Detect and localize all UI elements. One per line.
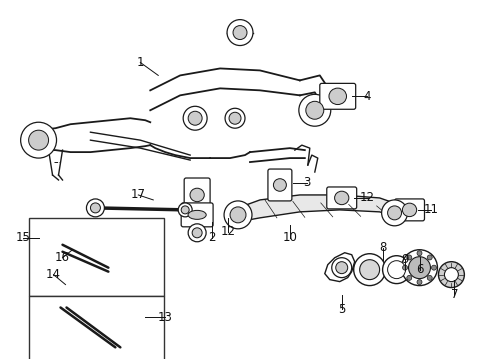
FancyBboxPatch shape — [184, 178, 210, 212]
Ellipse shape — [53, 302, 64, 313]
FancyBboxPatch shape — [47, 298, 71, 316]
Circle shape — [439, 262, 465, 288]
Circle shape — [91, 203, 100, 213]
Circle shape — [382, 200, 408, 226]
Circle shape — [181, 206, 189, 214]
Circle shape — [21, 122, 56, 158]
FancyBboxPatch shape — [181, 203, 213, 227]
Text: 8: 8 — [379, 241, 386, 254]
Text: 10: 10 — [282, 231, 297, 244]
Text: 17: 17 — [131, 188, 146, 202]
FancyBboxPatch shape — [268, 169, 292, 201]
Circle shape — [188, 224, 206, 242]
Circle shape — [432, 265, 437, 270]
Circle shape — [383, 256, 411, 284]
Circle shape — [183, 106, 207, 130]
Ellipse shape — [47, 234, 58, 245]
FancyBboxPatch shape — [320, 84, 356, 109]
Ellipse shape — [190, 188, 204, 202]
Circle shape — [427, 275, 432, 280]
Circle shape — [53, 302, 64, 312]
Circle shape — [299, 94, 331, 126]
Text: 1: 1 — [137, 56, 144, 69]
Text: 6: 6 — [416, 263, 423, 276]
Circle shape — [102, 264, 114, 276]
Text: 13: 13 — [158, 311, 172, 324]
Text: 9: 9 — [401, 253, 408, 266]
Text: 5: 5 — [338, 303, 345, 316]
Circle shape — [86, 199, 104, 217]
Circle shape — [98, 260, 119, 280]
Circle shape — [188, 111, 202, 125]
Circle shape — [417, 251, 422, 256]
Circle shape — [230, 207, 246, 223]
Bar — [28, 296, 164, 360]
Circle shape — [332, 258, 352, 278]
Circle shape — [225, 108, 245, 128]
Ellipse shape — [335, 191, 349, 204]
Circle shape — [224, 201, 252, 229]
Circle shape — [336, 262, 348, 274]
Text: 7: 7 — [451, 288, 458, 301]
Ellipse shape — [402, 203, 416, 217]
Ellipse shape — [329, 88, 346, 104]
Circle shape — [178, 203, 192, 217]
Text: 4: 4 — [363, 90, 370, 103]
Circle shape — [108, 342, 122, 356]
Circle shape — [227, 20, 253, 45]
Polygon shape — [238, 195, 399, 222]
Circle shape — [388, 261, 406, 279]
Circle shape — [192, 228, 202, 238]
Ellipse shape — [273, 179, 286, 191]
Circle shape — [49, 298, 68, 316]
Circle shape — [403, 265, 408, 270]
Circle shape — [417, 280, 422, 285]
Circle shape — [306, 101, 324, 119]
Circle shape — [360, 260, 380, 280]
FancyBboxPatch shape — [394, 199, 424, 221]
Circle shape — [444, 268, 458, 282]
Circle shape — [427, 255, 432, 260]
FancyBboxPatch shape — [41, 231, 65, 249]
Circle shape — [401, 250, 438, 285]
Ellipse shape — [188, 210, 206, 219]
Polygon shape — [325, 253, 355, 282]
Text: 12: 12 — [360, 192, 375, 204]
Circle shape — [28, 130, 49, 150]
Circle shape — [354, 254, 386, 285]
Circle shape — [409, 257, 431, 279]
Text: 14: 14 — [46, 268, 61, 281]
Bar — [28, 218, 164, 296]
Text: 15: 15 — [15, 231, 30, 244]
Circle shape — [233, 26, 247, 40]
Circle shape — [407, 275, 412, 280]
Text: 2: 2 — [208, 231, 216, 244]
Circle shape — [388, 206, 401, 220]
Text: 16: 16 — [55, 251, 70, 264]
Circle shape — [102, 336, 128, 360]
Text: 11: 11 — [424, 203, 439, 216]
FancyBboxPatch shape — [327, 187, 357, 209]
Circle shape — [229, 112, 241, 124]
Text: 3: 3 — [303, 176, 311, 189]
Circle shape — [407, 255, 412, 260]
Text: 12: 12 — [220, 225, 236, 238]
